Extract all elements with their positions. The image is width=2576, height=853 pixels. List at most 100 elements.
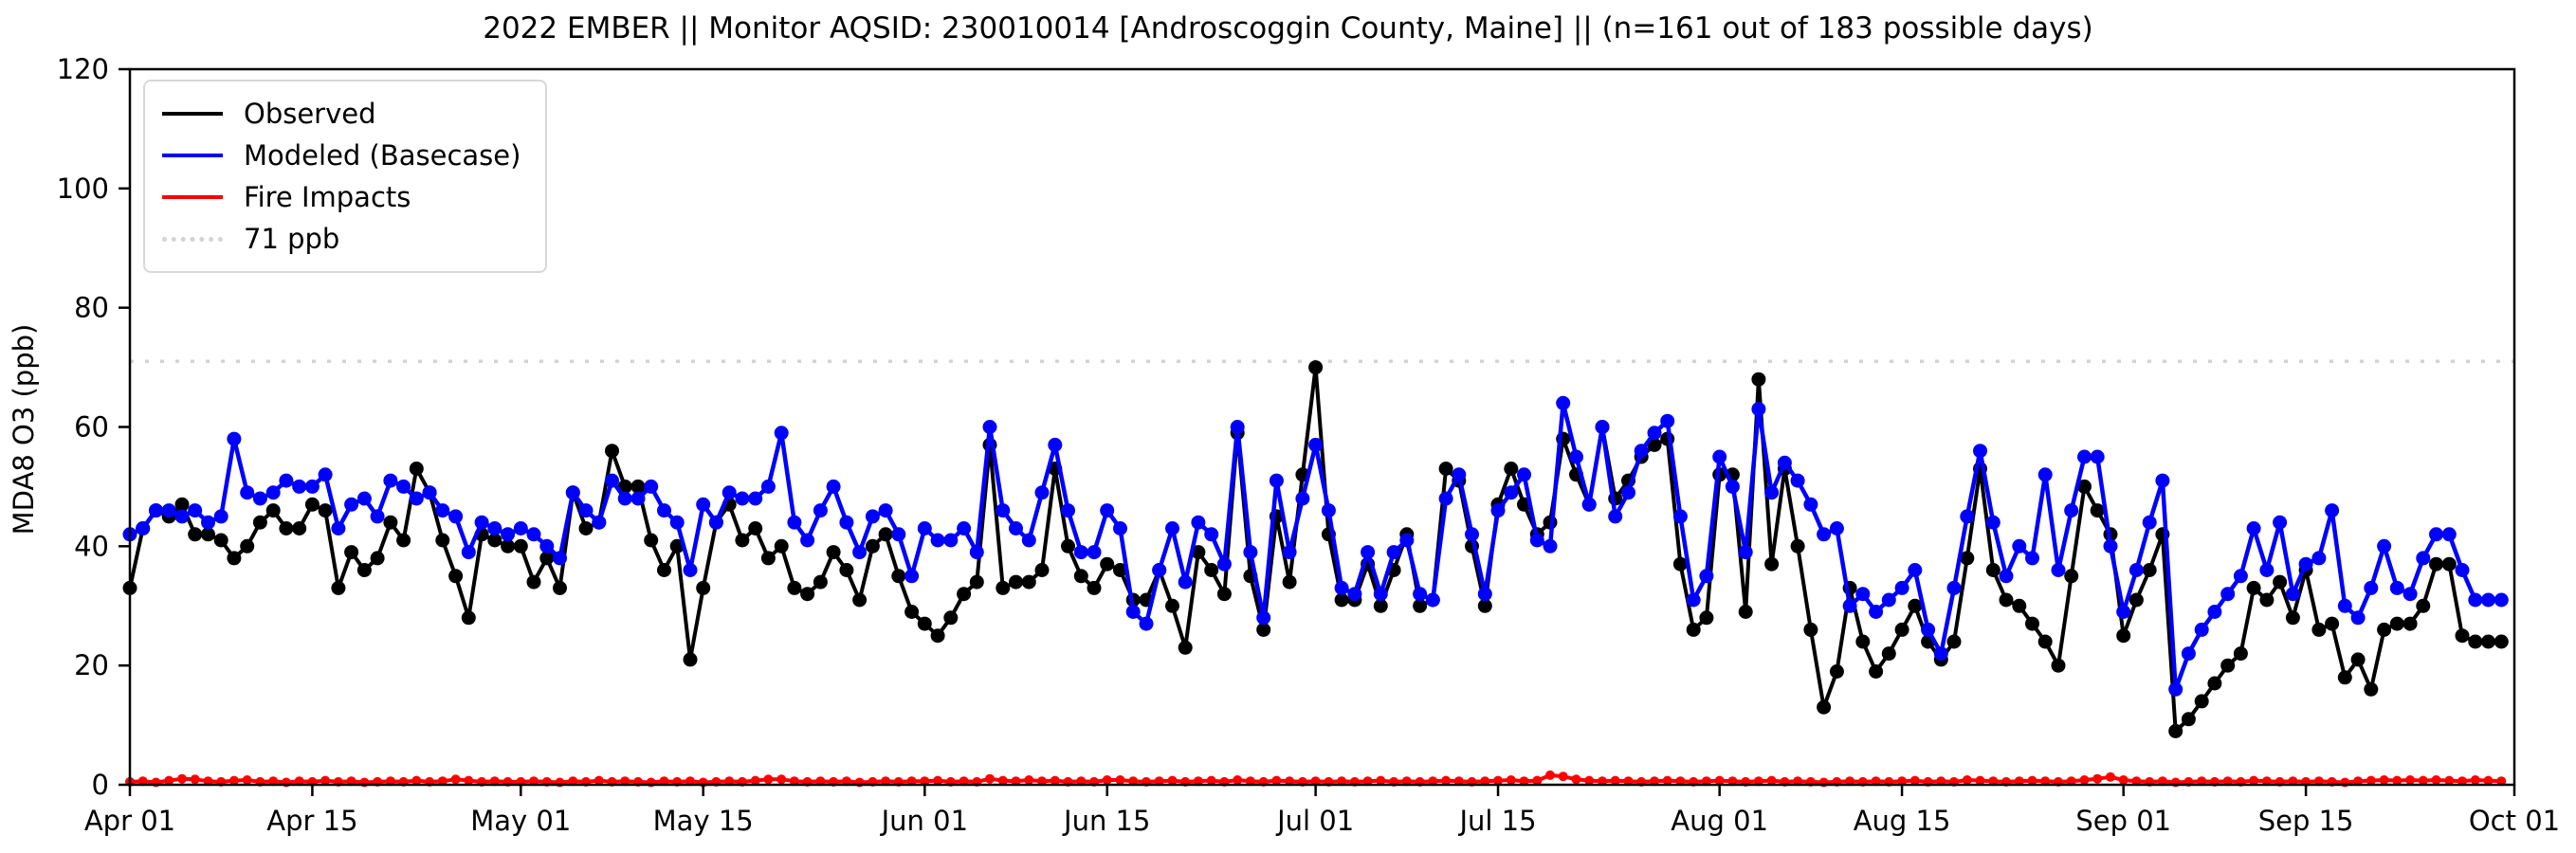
data-point: [1829, 664, 1844, 679]
data-point: [1699, 610, 1714, 626]
data-point: [1373, 587, 1388, 602]
data-point: [1751, 372, 1766, 387]
data-point: [2392, 775, 2402, 786]
data-point: [356, 491, 372, 506]
data-point: [1425, 592, 1440, 608]
data-point: [201, 527, 215, 542]
x-tick-label: Jul 01: [1275, 805, 1354, 837]
data-point: [644, 533, 659, 548]
data-point: [2207, 676, 2222, 691]
data-point: [177, 773, 187, 784]
data-point: [2325, 503, 2340, 518]
data-point: [943, 533, 959, 548]
data-point: [1764, 556, 1780, 572]
data-point: [776, 774, 787, 785]
data-point: [1413, 587, 1428, 602]
data-point: [1647, 426, 1662, 441]
legend: Observed Modeled (Basecase) Fire Impacts…: [143, 80, 548, 273]
data-point: [760, 479, 776, 494]
data-point: [735, 533, 750, 548]
data-point: [826, 479, 841, 494]
data-point: [1113, 521, 1127, 535]
data-point: [1790, 538, 1805, 554]
data-point: [2402, 616, 2418, 631]
data-point: [2064, 503, 2079, 518]
data-point: [1399, 533, 1415, 548]
data-point: [2249, 775, 2259, 786]
data-point: [1842, 598, 1857, 613]
data-point: [1936, 776, 1946, 787]
data-point: [969, 545, 984, 560]
data-point: [2337, 670, 2352, 685]
data-point: [917, 521, 932, 535]
data-point: [2131, 776, 2142, 787]
y-tick-label: 120: [57, 53, 109, 85]
data-point: [1102, 775, 1112, 785]
data-point: [1623, 776, 1634, 787]
data-point: [1113, 563, 1127, 577]
data-point: [2116, 605, 2131, 619]
data-point: [943, 610, 959, 626]
data-point: [620, 776, 630, 787]
data-point: [787, 580, 802, 595]
data-point: [760, 551, 776, 566]
data-point: [137, 776, 148, 787]
data-point: [1413, 598, 1428, 613]
data-point: [959, 776, 969, 787]
data-point: [2181, 646, 2196, 662]
data-point: [396, 479, 411, 494]
data-point: [1908, 563, 1923, 577]
data-point: [1009, 521, 1023, 535]
data-point: [2455, 628, 2470, 644]
data-point: [461, 545, 476, 560]
data-point: [1610, 775, 1620, 786]
data-point: [1438, 491, 1453, 506]
data-point: [1869, 664, 1884, 679]
data-point: [878, 503, 893, 518]
data-point: [722, 485, 737, 500]
data-point: [1999, 592, 2014, 608]
data-point: [242, 775, 252, 785]
data-point: [708, 515, 723, 530]
data-point: [1672, 556, 1688, 572]
data-point: [2222, 776, 2233, 787]
data-point: [852, 545, 868, 560]
data-point: [1543, 538, 1558, 554]
data-point: [1712, 449, 1727, 464]
data-point: [1125, 605, 1141, 619]
data-point: [683, 563, 698, 577]
data-point: [344, 497, 359, 512]
data-point: [1477, 598, 1492, 613]
data-point: [318, 503, 333, 518]
x-tick-label: Oct 01: [2469, 805, 2560, 837]
data-point: [1855, 587, 1871, 602]
data-point: [1024, 775, 1034, 785]
data-point: [292, 521, 307, 535]
data-point: [683, 652, 698, 667]
data-point: [2416, 598, 2431, 613]
data-point: [750, 775, 760, 786]
data-point: [2483, 775, 2494, 786]
data-point: [409, 491, 424, 506]
data-point: [1285, 776, 1295, 787]
data-point: [1048, 437, 1063, 452]
x-tick-label: Apr 15: [266, 805, 357, 837]
y-axis-label: MDA8 O3 (ppb): [8, 323, 40, 535]
legend-label-refline: 71 ppb: [244, 223, 340, 255]
data-point: [383, 515, 398, 530]
data-point: [2389, 616, 2404, 631]
data-point: [969, 574, 984, 590]
data-point: [1921, 622, 1936, 637]
data-point: [1764, 485, 1780, 500]
data-point: [1308, 360, 1324, 375]
data-point: [422, 485, 437, 500]
data-point: [553, 580, 567, 595]
data-point: [1686, 592, 1701, 608]
data-point: [2118, 775, 2128, 785]
data-point: [529, 776, 539, 787]
data-point: [474, 515, 489, 530]
data-point: [2168, 681, 2183, 697]
data-point: [1817, 699, 1832, 715]
data-point: [304, 479, 320, 494]
data-point: [1152, 563, 1167, 577]
